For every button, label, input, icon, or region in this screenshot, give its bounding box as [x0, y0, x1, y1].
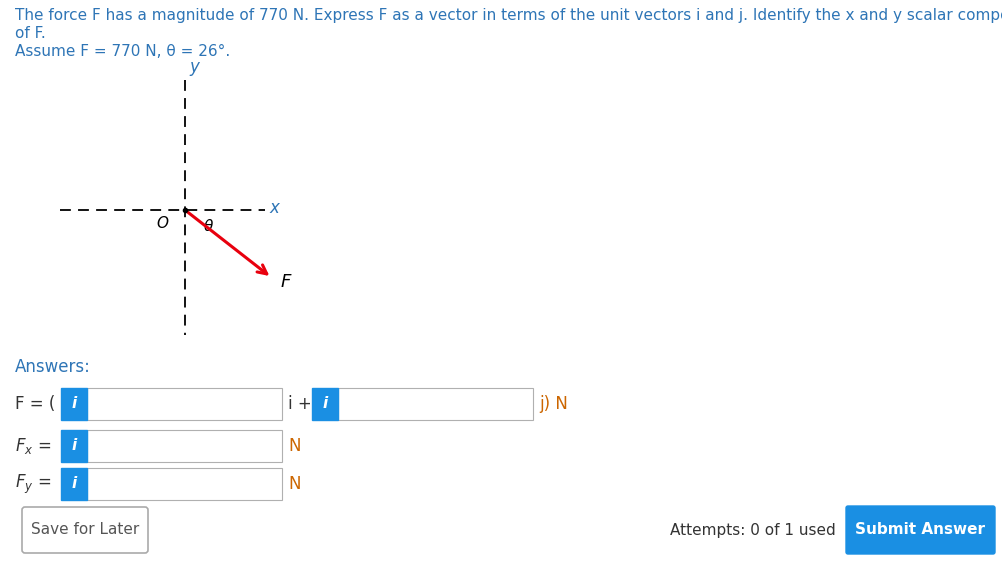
FancyBboxPatch shape — [87, 468, 282, 500]
Text: i: i — [71, 476, 76, 492]
Text: Submit Answer: Submit Answer — [856, 523, 986, 537]
Text: F = (: F = ( — [15, 395, 55, 413]
Text: Assume F = 770 N, θ = 26°.: Assume F = 770 N, θ = 26°. — [15, 44, 230, 59]
Text: $F_y$ =: $F_y$ = — [15, 472, 51, 496]
Text: of F.: of F. — [15, 26, 46, 41]
Text: i: i — [323, 396, 328, 412]
Text: N: N — [288, 437, 301, 455]
Text: N: N — [288, 475, 301, 493]
FancyBboxPatch shape — [61, 468, 87, 500]
FancyBboxPatch shape — [846, 506, 995, 554]
Text: The force F has a magnitude of 770 N. Express F as a vector in terms of the unit: The force F has a magnitude of 770 N. Ex… — [15, 8, 1002, 23]
FancyBboxPatch shape — [22, 507, 148, 553]
FancyBboxPatch shape — [312, 388, 338, 420]
Text: i: i — [71, 439, 76, 453]
Text: i +: i + — [288, 395, 312, 413]
Text: $y$: $y$ — [189, 60, 201, 78]
FancyBboxPatch shape — [87, 388, 282, 420]
Text: $x$: $x$ — [269, 199, 282, 217]
FancyBboxPatch shape — [87, 430, 282, 462]
Text: j) N: j) N — [539, 395, 568, 413]
Text: Answers:: Answers: — [15, 358, 91, 376]
Text: Save for Later: Save for Later — [31, 523, 139, 537]
FancyBboxPatch shape — [338, 388, 533, 420]
FancyBboxPatch shape — [61, 388, 87, 420]
Text: Attempts: 0 of 1 used: Attempts: 0 of 1 used — [670, 523, 836, 537]
Text: $O$: $O$ — [155, 215, 169, 231]
Text: i: i — [71, 396, 76, 412]
Text: $\theta$: $\theta$ — [203, 218, 214, 234]
FancyBboxPatch shape — [61, 430, 87, 462]
Text: $F$: $F$ — [280, 273, 293, 290]
Text: $F_x$ =: $F_x$ = — [15, 436, 51, 456]
